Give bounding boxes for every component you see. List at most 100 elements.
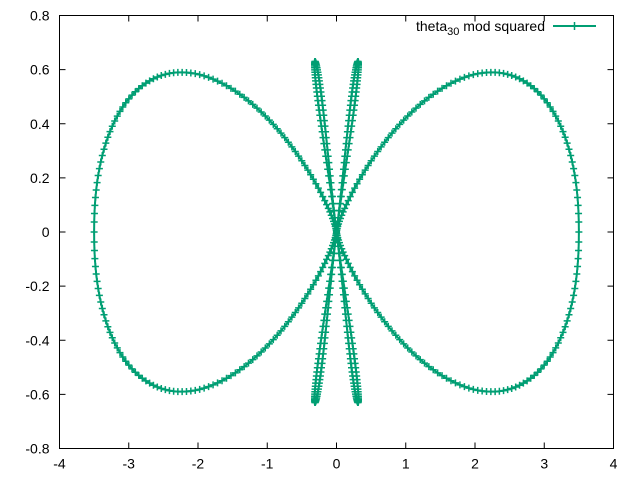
series-point [288, 313, 296, 321]
series-point [314, 184, 322, 192]
series-point [460, 73, 468, 81]
series-point [102, 139, 110, 147]
series-point [546, 103, 554, 111]
series-point [559, 128, 567, 136]
series-point [102, 317, 110, 325]
series-point [298, 299, 306, 307]
series-point [374, 309, 382, 317]
series-point [128, 91, 136, 99]
series-point [343, 322, 351, 330]
series-point [516, 381, 524, 389]
series-point [327, 186, 335, 194]
x-tick-label: 0 [333, 456, 341, 472]
axis-tick-labels: -4 -3 -2 -1 0 1 2 3 4 -0.8 -0.6 -0.4 -0.2 0 0.2 0.4 0.6 0… [25, 8, 617, 472]
series-point [567, 305, 575, 313]
series-point [214, 379, 222, 387]
series-point [218, 377, 226, 385]
y-tick-label: 0.4 [30, 116, 50, 132]
series-line-segment [335, 71, 580, 393]
series-point [131, 88, 139, 96]
series-point [341, 252, 349, 260]
series-point [257, 108, 265, 116]
series-point [388, 129, 396, 137]
series-point [324, 204, 332, 212]
x-tick-label: -2 [192, 456, 205, 472]
series-point [312, 180, 320, 188]
series-point [332, 221, 340, 229]
series-point [281, 322, 289, 330]
series-point [339, 291, 347, 299]
legend: theta30 mod squared [416, 18, 596, 38]
series-point [512, 73, 520, 81]
series-point [565, 145, 573, 153]
series-point [200, 384, 208, 392]
series-point [106, 128, 114, 136]
series-point [125, 361, 133, 369]
series-point [400, 340, 408, 348]
series-point [330, 207, 338, 215]
series-point [421, 97, 429, 105]
series-point [552, 344, 560, 352]
series-point [546, 353, 554, 361]
series-point [265, 340, 273, 348]
series-point [384, 322, 392, 330]
series-point [573, 186, 581, 194]
series-point [400, 116, 408, 124]
series-point [113, 344, 121, 352]
series-point [351, 272, 359, 280]
legend-label: theta30 mod squared [416, 18, 545, 38]
series-point [222, 374, 230, 382]
series-point [244, 97, 252, 105]
series-point [273, 331, 281, 339]
series-point [326, 179, 334, 187]
series-point [214, 77, 222, 85]
series-point [90, 228, 98, 236]
series-point [416, 356, 424, 364]
series-point [314, 272, 322, 280]
series-point [304, 290, 312, 298]
series-point [549, 349, 557, 357]
series-point [149, 381, 157, 389]
series-point [381, 138, 389, 146]
series-point [447, 79, 455, 87]
series-point [205, 383, 213, 391]
series-point [575, 247, 583, 255]
series-point [343, 328, 351, 336]
series-point [523, 79, 531, 87]
x-tick-label: -1 [261, 456, 274, 472]
series-point [339, 208, 347, 216]
series-point [108, 122, 116, 130]
series-point [465, 384, 473, 392]
series-point [508, 384, 516, 392]
series-point [338, 179, 346, 187]
series-point [153, 383, 161, 391]
series-point [94, 172, 102, 180]
series-point [530, 85, 538, 93]
series-point [317, 334, 325, 342]
series-point [451, 379, 459, 387]
series-point [460, 383, 468, 391]
series-point [301, 161, 309, 169]
series-point [153, 73, 161, 81]
series-point [92, 270, 100, 278]
series-point [361, 166, 369, 174]
series-point [116, 349, 124, 357]
series-point [273, 125, 281, 133]
series-point [474, 386, 482, 394]
series-point [205, 73, 213, 81]
series-point [469, 385, 477, 393]
series-point [161, 386, 169, 394]
series-point [249, 100, 257, 108]
series-point [116, 107, 124, 115]
series-point [261, 112, 269, 120]
series-point [342, 316, 350, 324]
series-point [543, 99, 551, 107]
series-point [326, 277, 334, 285]
series-point [269, 120, 277, 128]
series-point [108, 334, 116, 342]
legend-swatch-point [570, 22, 579, 30]
series-point [336, 200, 344, 208]
series-point [231, 87, 239, 95]
series-point [146, 77, 154, 85]
series-point [317, 268, 325, 276]
